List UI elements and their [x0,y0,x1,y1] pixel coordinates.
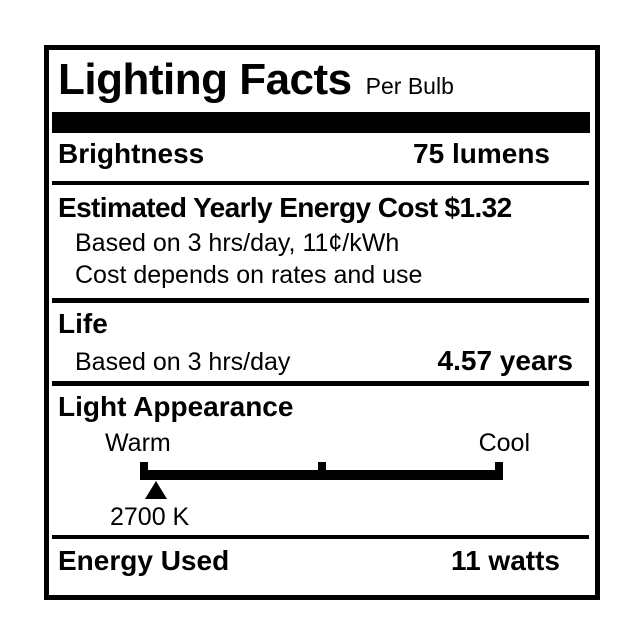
warm-cool-row: Warm Cool [105,428,530,458]
section-divider [52,381,589,386]
temperature-value: 2700 K [110,503,190,531]
life-heading: Life [58,308,108,339]
section-divider [52,535,589,539]
per-bulb-subtitle: Per Bulb [365,73,454,99]
page-title: Lighting Facts [58,55,352,104]
energy-used-row: Energy Used 11 watts [58,544,560,578]
temperature-marker-icon [145,481,167,499]
energy-used-value: 11 watts [451,545,560,576]
cool-label: Cool [478,429,530,457]
energy-used-label: Energy Used [58,545,230,576]
title-row: Lighting Facts Per Bulb [58,54,591,107]
brightness-label: Brightness [58,138,205,169]
header-divider-bar [52,112,590,133]
section-divider [52,298,589,303]
brightness-row: Brightness 75 lumens [58,137,550,171]
scale-tick-left [140,462,148,480]
brightness-value: 75 lumens [413,138,550,169]
energy-cost-label: Estimated Yearly Energy Cost [58,192,438,223]
life-basis-label: Based on 3 hrs/day [75,348,291,376]
lighting-facts-label: Lighting Facts Per Bulb Brightness 75 lu… [44,45,600,600]
energy-cost-heading: Estimated Yearly Energy Cost $1.32 [58,191,512,225]
energy-cost-disclaimer-note: Cost depends on rates and use [75,261,423,289]
life-row: Based on 3 hrs/day 4.57 years [75,344,573,378]
scale-tick-middle [318,462,326,480]
warm-label: Warm [105,429,171,457]
scale-tick-right [495,462,503,480]
energy-cost-value: $1.32 [444,192,513,223]
light-appearance-heading: Light Appearance [58,391,294,422]
energy-cost-basis-note: Based on 3 hrs/day, 11¢/kWh [75,229,400,257]
section-divider [52,181,589,185]
life-value: 4.57 years [437,345,573,376]
